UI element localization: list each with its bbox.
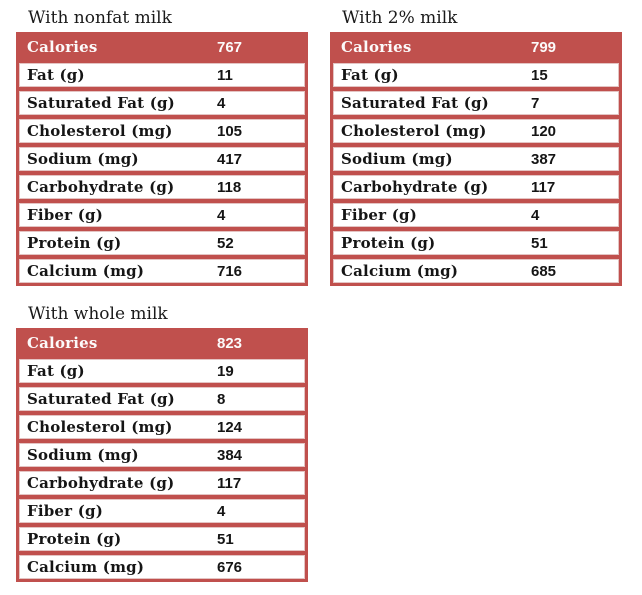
row-value: 105 <box>217 122 243 140</box>
row-label: Saturated Fat (g) <box>27 390 175 408</box>
header-label: Calories <box>27 334 98 352</box>
row-value: 676 <box>217 558 243 576</box>
row-value: 716 <box>217 262 243 280</box>
table-row: Calcium (mg) 685 <box>333 259 619 283</box>
row-label: Fiber (g) <box>27 206 103 224</box>
row-label: Cholesterol (mg) <box>27 418 173 436</box>
row-value: 387 <box>531 150 557 168</box>
row-label: Protein (g) <box>341 234 436 252</box>
row-label: Carbohydrate (g) <box>341 178 489 196</box>
table-row: Protein (g) 51 <box>333 231 619 255</box>
header-value: 823 <box>217 334 243 352</box>
table-header-row: Calories 767 <box>19 35 305 59</box>
row-value: 384 <box>217 446 243 464</box>
table-row: Carbohydrate (g) 117 <box>19 471 305 495</box>
row-value: 7 <box>531 94 540 112</box>
row-label: Calcium (mg) <box>27 262 145 280</box>
row-value: 4 <box>217 502 226 520</box>
table-row: Fiber (g) 4 <box>19 203 305 227</box>
table-row: Cholesterol (mg) 120 <box>333 119 619 143</box>
table-row: Fat (g) 11 <box>19 63 305 87</box>
row-value: 15 <box>531 66 548 84</box>
table-row: Fat (g) 15 <box>333 63 619 87</box>
nutrition-table-nonfat: Calories 767 Fat (g) 11 Saturated Fat (g… <box>16 32 308 286</box>
table-row: Carbohydrate (g) 117 <box>333 175 619 199</box>
table-row: Fat (g) 19 <box>19 359 305 383</box>
table-row: Saturated Fat (g) 7 <box>333 91 619 115</box>
table-row: Protein (g) 51 <box>19 527 305 551</box>
row-value: 4 <box>217 206 226 224</box>
row-label: Fat (g) <box>27 362 85 380</box>
row-value: 124 <box>217 418 243 436</box>
row-label: Fiber (g) <box>341 206 417 224</box>
header-value: 799 <box>531 38 557 56</box>
row-value: 8 <box>217 390 226 408</box>
table-row: Calcium (mg) 716 <box>19 259 305 283</box>
row-value: 118 <box>217 178 242 196</box>
row-value: 4 <box>217 94 226 112</box>
nutrition-panel-2percent: With 2% milk Calories 799 Fat (g) 15 Sat… <box>330 6 622 286</box>
table-row: Cholesterol (mg) 124 <box>19 415 305 439</box>
table-row: Fiber (g) 4 <box>19 499 305 523</box>
table-title: With whole milk <box>28 304 168 324</box>
table-title: With nonfat milk <box>28 8 172 28</box>
row-label: Cholesterol (mg) <box>341 122 487 140</box>
header-label: Calories <box>27 38 98 56</box>
row-value: 120 <box>531 122 557 140</box>
row-label: Sodium (mg) <box>27 150 139 168</box>
row-label: Calcium (mg) <box>27 558 145 576</box>
table-row: Calcium (mg) 676 <box>19 555 305 579</box>
row-value: 117 <box>217 474 242 492</box>
row-value: 51 <box>217 530 234 548</box>
row-label: Saturated Fat (g) <box>341 94 489 112</box>
table-row: Carbohydrate (g) 118 <box>19 175 305 199</box>
table-row: Saturated Fat (g) 8 <box>19 387 305 411</box>
table-title: With 2% milk <box>342 8 458 28</box>
table-row: Cholesterol (mg) 105 <box>19 119 305 143</box>
row-label: Protein (g) <box>27 530 122 548</box>
row-label: Carbohydrate (g) <box>27 178 175 196</box>
row-label: Sodium (mg) <box>341 150 453 168</box>
row-label: Saturated Fat (g) <box>27 94 175 112</box>
table-row: Protein (g) 52 <box>19 231 305 255</box>
row-label: Protein (g) <box>27 234 122 252</box>
row-label: Cholesterol (mg) <box>27 122 173 140</box>
nutrition-table-2percent: Calories 799 Fat (g) 15 Saturated Fat (g… <box>330 32 622 286</box>
header-value: 767 <box>217 38 243 56</box>
nutrition-panel-whole: With whole milk Calories 823 Fat (g) 19 … <box>16 302 308 582</box>
row-label: Fat (g) <box>341 66 399 84</box>
row-value: 417 <box>217 150 243 168</box>
header-label: Calories <box>341 38 412 56</box>
row-label: Carbohydrate (g) <box>27 474 175 492</box>
nutrition-panel-nonfat: With nonfat milk Calories 767 Fat (g) 11… <box>16 6 308 286</box>
row-value: 52 <box>217 234 234 252</box>
row-value: 11 <box>217 66 233 84</box>
row-value: 51 <box>531 234 548 252</box>
table-row: Saturated Fat (g) 4 <box>19 91 305 115</box>
table-row: Sodium (mg) 417 <box>19 147 305 171</box>
row-value: 4 <box>531 206 540 224</box>
row-label: Fiber (g) <box>27 502 103 520</box>
table-row: Fiber (g) 4 <box>333 203 619 227</box>
row-label: Calcium (mg) <box>341 262 459 280</box>
table-header-row: Calories 823 <box>19 331 305 355</box>
row-label: Sodium (mg) <box>27 446 139 464</box>
row-value: 685 <box>531 262 557 280</box>
row-label: Fat (g) <box>27 66 85 84</box>
table-row: Sodium (mg) 387 <box>333 147 619 171</box>
row-value: 19 <box>217 362 234 380</box>
nutrition-table-whole: Calories 823 Fat (g) 19 Saturated Fat (g… <box>16 328 308 582</box>
table-header-row: Calories 799 <box>333 35 619 59</box>
table-row: Sodium (mg) 384 <box>19 443 305 467</box>
row-value: 117 <box>531 178 556 196</box>
